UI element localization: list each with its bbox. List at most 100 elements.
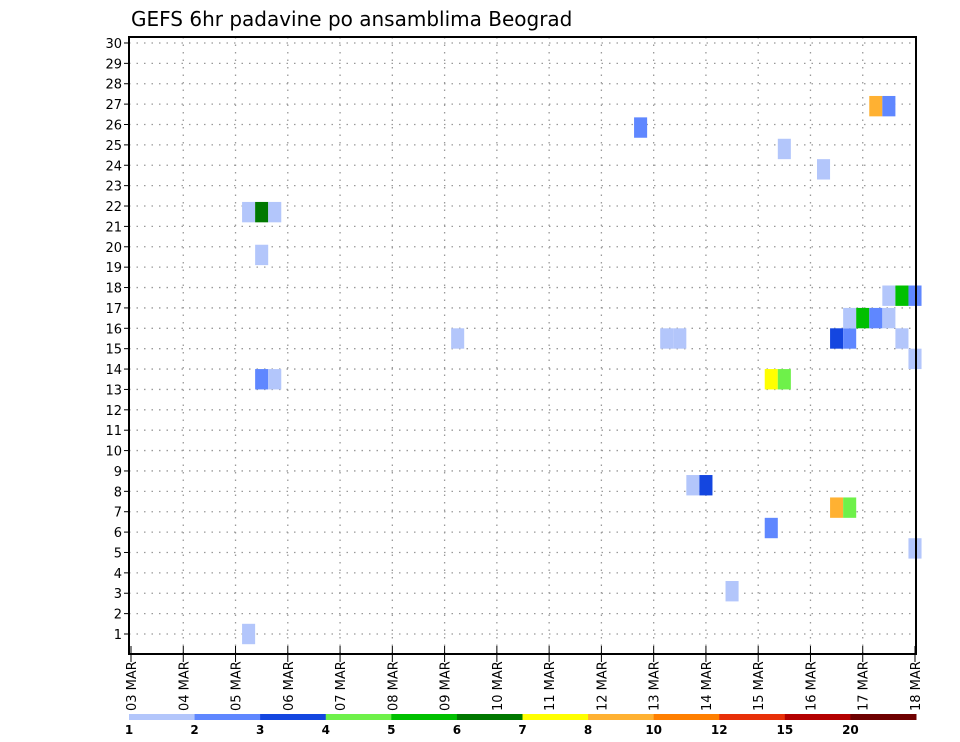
y-tick-label: 21 [105,220,122,235]
colorbar-label: 10 [645,723,662,737]
x-tick-label: 09 MAR [439,661,454,711]
heatmap-cell [268,201,282,223]
heatmap-cell [699,475,713,496]
y-tick-label: 25 [105,139,122,154]
y-tick-label: 18 [105,282,122,297]
y-tick-label: 24 [105,159,122,174]
heatmap-cell [843,307,857,329]
x-tick-label: 13 MAR [648,661,663,711]
x-tick-label: 16 MAR [804,661,819,711]
x-tick-label: 08 MAR [386,661,401,711]
heatmap-cell [451,328,465,349]
heatmap-cell [255,244,269,266]
colorbar-label: 7 [518,723,526,737]
y-tick-label: 19 [105,261,122,276]
colorbar-label: 20 [842,723,859,737]
plot-frame [128,36,917,655]
colorbar-swatch [194,714,261,720]
heatmap-cell [882,95,896,117]
colorbar-legend: 1 2 3 4 5 6 7 8 10 12 15 20 [125,714,917,737]
y-tick-label: 17 [105,302,122,317]
y-tick-label: 1 [114,628,122,643]
chart-title: GEFS 6hr padavine po ansamblima Beograd [131,7,572,31]
heatmap-cell [673,328,687,349]
colorbar-swatch [260,714,327,720]
heatmap-cell [830,328,844,349]
colorbar-swatch [391,714,458,720]
colorbar-label: 15 [776,723,793,737]
x-tick-label: 14 MAR [700,661,715,711]
y-tick-label: 5 [114,546,122,561]
colorbar-label: 4 [322,723,330,737]
y-tick-label: 26 [105,119,122,134]
colorbar-label: 5 [387,723,395,737]
heatmap-cell [895,285,909,306]
colorbar-label: 1 [125,723,133,737]
heatmap-cell [843,497,857,518]
y-tick-label: 27 [105,98,122,113]
heatmap-cell [764,369,778,390]
heatmap-cell [856,307,870,329]
heatmap-cell [242,623,256,645]
x-tick-label: 06 MAR [282,661,297,711]
y-tick-label: 30 [105,37,122,52]
colorbar-swatch [456,714,523,720]
y-tick-label: 29 [105,57,122,72]
heatmap-cell [242,201,256,223]
colorbar-swatch [719,714,786,720]
heatmap-cell [830,497,844,518]
colorbar-label: 12 [711,723,728,737]
y-tick-label: 12 [105,404,122,419]
y-axis: 1234567891011121314151617181920212223242… [105,37,129,643]
y-tick-label: 7 [114,506,122,521]
y-tick-label: 8 [114,485,122,500]
x-tick-label: 10 MAR [491,661,506,711]
heatmap-cell [268,369,282,390]
colorbar-swatch [325,714,392,720]
colorbar-swatch [850,714,917,720]
y-tick-label: 10 [105,445,122,460]
y-tick-label: 6 [114,526,122,541]
heatmap-cell [869,307,883,329]
colorbar-label: 8 [584,723,592,737]
colorbar-label: 3 [256,723,264,737]
heatmap-cell [882,307,896,329]
heatmap-cell [895,328,909,349]
x-axis: 03 MAR 04 MAR 05 MAR 06 MAR 07 MAR 08 MAR 09 M… [125,646,924,711]
y-tick-label: 28 [105,78,122,93]
colorbar-swatch [588,714,655,720]
colorbar-swatch [784,714,851,720]
y-tick-label: 22 [105,200,122,215]
y-tick-label: 9 [114,465,122,480]
colorbar-label: 2 [190,723,198,737]
colorbar-swatch [129,714,196,720]
x-tick-label: 05 MAR [230,661,245,711]
heatmap-cell [764,517,778,539]
y-tick-label: 15 [105,343,122,358]
x-tick-label: 17 MAR [857,661,872,711]
y-tick-label: 4 [114,567,122,582]
y-tick-label: 14 [105,363,122,378]
x-tick-label: 12 MAR [595,661,610,711]
x-tick-label: 15 MAR [752,661,767,711]
heatmap-cell [255,369,269,390]
x-tick-label: 04 MAR [177,661,192,711]
heatmap-cell [869,95,883,117]
y-tick-label: 20 [105,241,122,256]
y-tick-label: 2 [114,608,122,623]
heatmap-cell [634,117,648,138]
x-tick-label: 11 MAR [543,661,558,711]
heatmap-cell [725,581,739,602]
heatmap-cell [817,159,831,180]
heatmap-cell [686,475,700,496]
x-tick-label: 07 MAR [334,661,349,711]
x-tick-label: 18 MAR [909,661,924,711]
colorbar-swatch [653,714,720,720]
y-tick-label: 3 [114,587,122,602]
y-tick-label: 16 [105,322,122,337]
colorbar-label: 6 [453,723,461,737]
colorbar-swatch [522,714,589,720]
y-tick-label: 23 [105,180,122,195]
